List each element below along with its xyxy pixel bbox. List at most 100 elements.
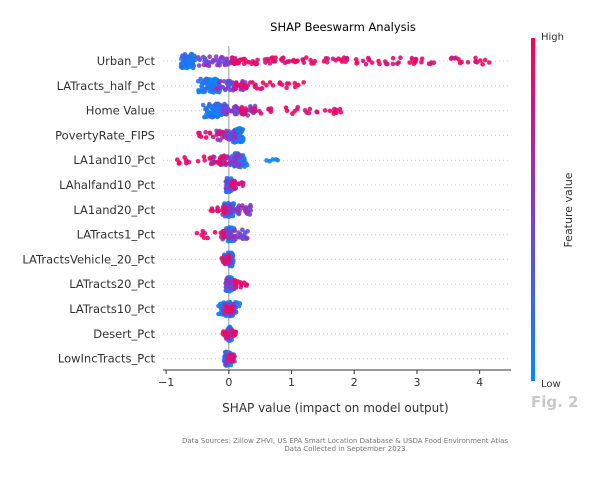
shap-point [224, 57, 229, 63]
shap-point [465, 60, 471, 65]
shap-point [207, 54, 212, 59]
shap-point [295, 104, 301, 110]
shap-point [183, 65, 189, 70]
shap-point [478, 58, 483, 63]
shap-point [229, 58, 235, 64]
shap-point [336, 56, 341, 61]
shap-point [249, 108, 254, 114]
feature-label: Home Value [86, 104, 155, 118]
shap-point [220, 135, 225, 140]
feature-label: LA1and20_Pct [73, 203, 155, 217]
shap-point [235, 279, 241, 284]
shap-point [213, 54, 219, 59]
shap-point [243, 283, 249, 288]
shap-point [248, 202, 253, 208]
shap-point [203, 130, 208, 135]
shap-point [223, 209, 228, 214]
shap-point [296, 82, 301, 88]
shap-point [209, 77, 214, 82]
shap-point [398, 55, 403, 60]
colorbar-gradient [531, 38, 535, 381]
shap-point [197, 133, 202, 139]
shap-point [230, 132, 235, 137]
shap-point [308, 57, 314, 63]
colorbar-title: Feature value [562, 172, 575, 247]
shap-point [339, 59, 345, 64]
shap-point [486, 60, 492, 65]
shap-point [207, 60, 212, 65]
shap-point [457, 60, 463, 66]
shap-point [246, 59, 252, 65]
shap-point [268, 56, 274, 61]
shap-point [327, 108, 333, 114]
shap-point [284, 85, 289, 91]
shap-point [231, 201, 237, 206]
shap-point [241, 236, 246, 241]
shap-point [212, 230, 218, 235]
shap-point [332, 106, 337, 112]
shap-point [277, 80, 283, 85]
shap-point [234, 111, 240, 117]
shap-point [236, 58, 242, 64]
feature-label: LATracts1_Pct [77, 228, 156, 242]
shap-point [409, 55, 415, 61]
shap-point [273, 55, 278, 60]
x-tick-label: −1 [158, 376, 174, 389]
shap-point [333, 110, 339, 116]
shap-point [195, 159, 201, 164]
shap-point [231, 329, 237, 335]
shap-point [221, 79, 227, 84]
shap-point [264, 83, 269, 88]
shap-point [248, 208, 253, 213]
x-tick-label: 2 [351, 376, 358, 389]
shap-point [203, 135, 209, 140]
shap-point [240, 205, 246, 210]
shap-point [301, 60, 307, 65]
shap-point [235, 207, 240, 213]
shap-point [325, 56, 331, 61]
shap-point [190, 56, 196, 62]
shap-point [202, 158, 207, 163]
shap-point [390, 61, 396, 67]
shap-point [188, 61, 194, 67]
shap-point [219, 255, 224, 261]
shap-point [233, 161, 238, 167]
shap-point [224, 304, 229, 309]
shap-point [226, 236, 232, 241]
shap-point [230, 108, 235, 113]
shap-point [230, 80, 235, 85]
shap-point [233, 285, 239, 290]
colorbar-low-label: Low [541, 379, 561, 390]
shap-point [210, 114, 216, 120]
shap-point [262, 57, 268, 62]
shap-point [338, 110, 344, 115]
shap-point [228, 356, 234, 361]
x-axis-label: SHAP value (impact on model output) [222, 401, 449, 415]
colorbar: High Low Feature value [531, 32, 575, 390]
shap-point [207, 131, 213, 136]
shap-point [220, 109, 225, 114]
x-tick-label: 0 [225, 376, 232, 389]
shap-point [250, 59, 256, 64]
shap-point [473, 59, 478, 64]
feature-label: LA1and10_Pct [73, 153, 155, 167]
shap-point [253, 82, 258, 88]
shap-point [237, 139, 243, 145]
shap-point [257, 108, 262, 114]
shap-point [407, 60, 413, 65]
shap-point [395, 61, 400, 66]
shap-point [232, 135, 238, 141]
shap-point [250, 80, 255, 85]
shap-point [227, 136, 232, 141]
shap-point [215, 101, 221, 107]
shap-point [226, 84, 232, 89]
shap-point [219, 54, 224, 60]
plot-area: −1 0 1 2 3 4 SHAP value (impact on model outpu… [22, 46, 511, 415]
shap-point [228, 203, 233, 208]
shap-point [214, 86, 219, 92]
shap-point [314, 109, 320, 115]
shap-point [242, 61, 247, 66]
shap-point [224, 334, 230, 340]
shap-point [224, 110, 230, 116]
shap-point [182, 155, 187, 160]
